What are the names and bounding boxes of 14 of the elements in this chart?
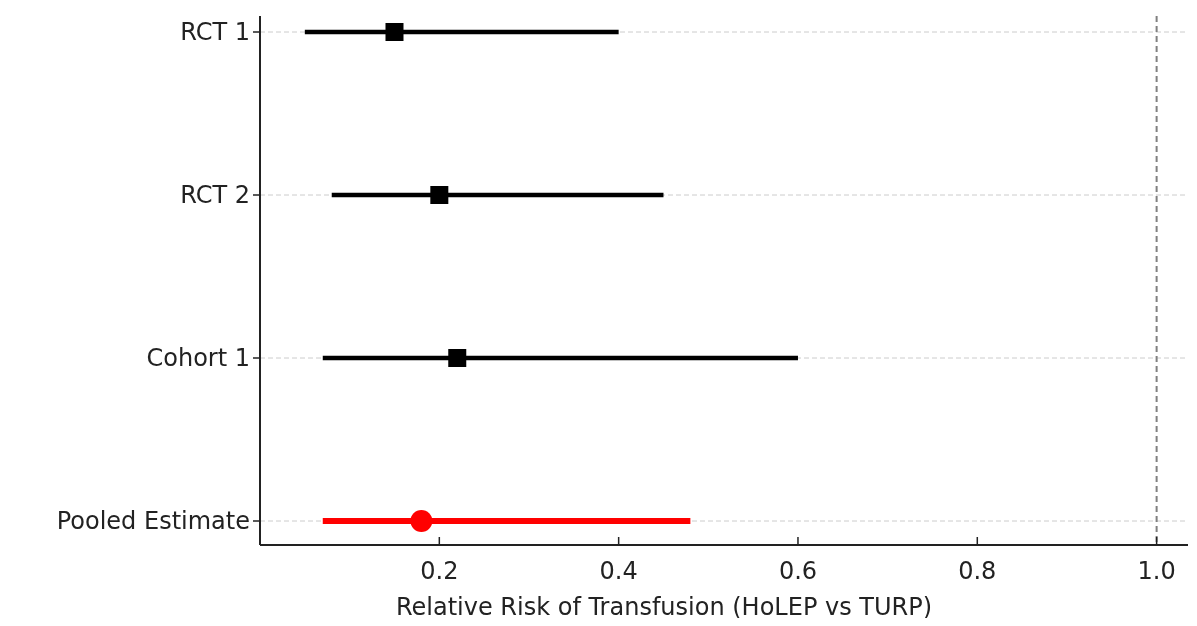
x-tick-label: 1.0: [1137, 557, 1176, 585]
y-tick-label: Cohort 1: [146, 344, 250, 372]
point: [385, 23, 404, 41]
point: [448, 349, 467, 367]
y-tick-label: RCT 1: [180, 18, 250, 46]
point: [430, 186, 449, 204]
x-tick-label: 0.6: [778, 557, 818, 585]
point: [410, 510, 433, 532]
x-axis-title: Relative Risk of Transfusion (HoLEP vs TURP): [395, 593, 933, 621]
y-tick-label: Pooled Estimate: [56, 507, 250, 535]
x-tick-label: 0.8: [958, 557, 997, 585]
x-tick-label: 0.4: [599, 557, 638, 585]
x-tick-label: 0.2: [420, 557, 459, 585]
y-tick-label: RCT 2: [180, 181, 250, 209]
